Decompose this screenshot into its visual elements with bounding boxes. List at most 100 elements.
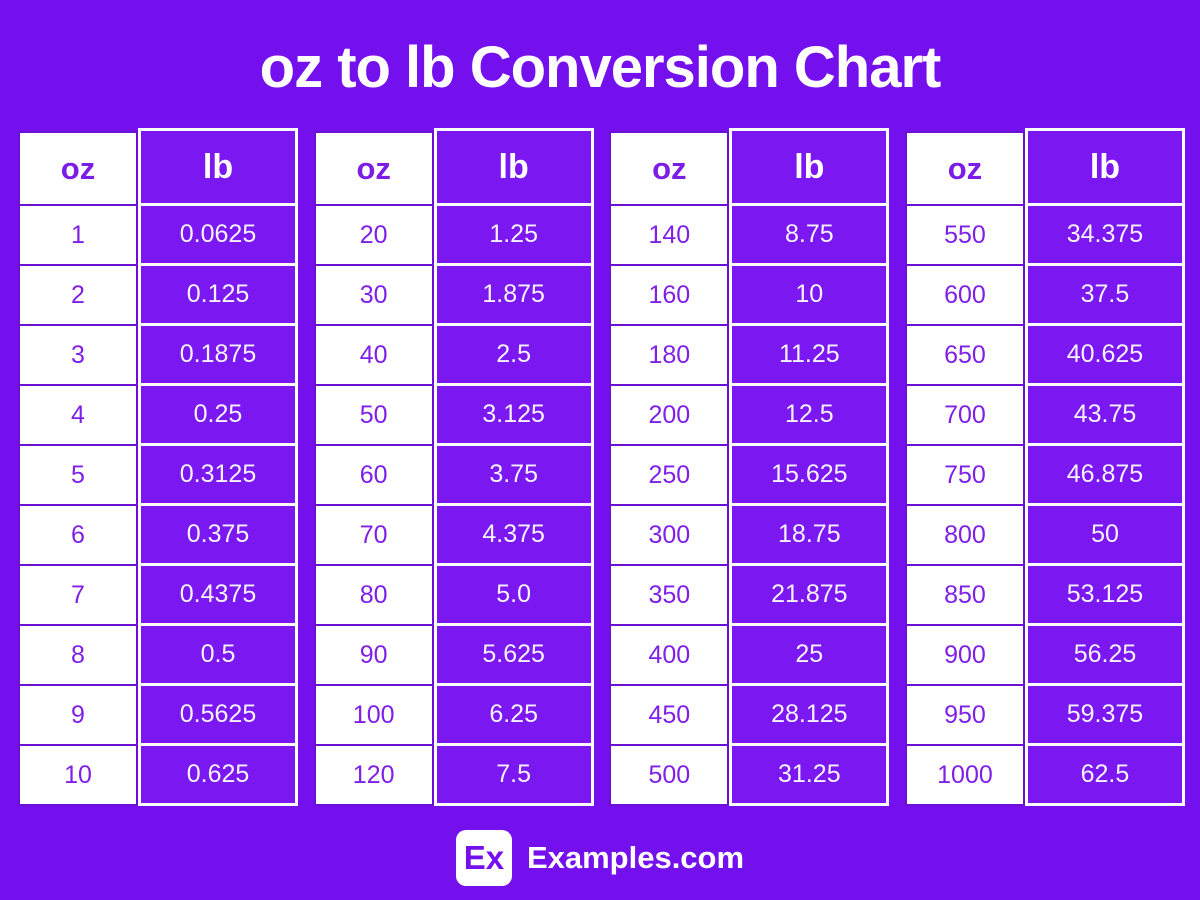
examples-logo-icon: Ex [455,830,512,886]
lb-value-cell: 7.5 [436,746,591,803]
oz-value-cell: 30 [315,266,432,324]
oz-value-cell: 60 [315,446,432,504]
oz-value-cell: 750 [906,446,1023,504]
tables-container: oz 1 2 3 4 5 6 7 8 9 10 lb 0.0625 0.125 0.1875 0.25 0… [18,128,1185,806]
lb-value-cell: 34.375 [1027,206,1182,263]
oz-header: oz [315,133,432,204]
oz-value-cell: 180 [611,326,728,384]
lb-value-cell: 8.75 [732,206,887,263]
conversion-table: oz 550 600 650 700 750 800 850 900 950 1000 lb 34… [904,128,1185,806]
lb-header: lb [1027,131,1182,203]
oz-value-cell: 50 [315,386,432,444]
lb-value-cell: 37.5 [1027,266,1182,323]
oz-value-cell: 550 [906,206,1023,264]
page-title: oz to lb Conversion Chart [259,35,942,100]
lb-column: lb 1.25 1.875 2.5 3.125 3.75 4.375 5.0 5.625 6.2… [433,128,594,806]
oz-column: oz 20 30 40 50 60 70 80 90 100 120 [313,131,434,806]
lb-value-cell: 0.5 [141,626,295,683]
lb-value-cell: 18.75 [732,506,887,563]
oz-header: oz [611,133,728,204]
lb-value-cell: 56.25 [1027,626,1182,683]
lb-value-cell: 46.875 [1027,446,1182,503]
oz-value-cell: 3 [20,326,136,384]
lb-value-cell: 5.0 [436,566,591,623]
lb-value-cell: 15.625 [732,446,887,503]
lb-value-cell: 59.375 [1027,686,1182,743]
lb-value-cell: 4.375 [436,506,591,563]
lb-value-cell: 2.5 [436,326,591,383]
lb-value-cell: 21.875 [732,566,887,623]
oz-value-cell: 6 [20,506,136,564]
oz-value-cell: 9 [20,686,136,744]
oz-value-cell: 450 [611,686,728,744]
oz-value-cell: 4 [20,386,136,444]
oz-value-cell: 900 [906,626,1023,684]
lb-value-cell: 0.1875 [141,326,295,383]
lb-column: lb 0.0625 0.125 0.1875 0.25 0.3125 0.375 0.437… [138,128,298,806]
oz-value-cell: 40 [315,326,432,384]
oz-value-cell: 20 [315,206,432,264]
lb-value-cell: 1.875 [436,266,591,323]
lb-value-cell: 43.75 [1027,386,1182,443]
lb-value-cell: 0.5625 [141,686,295,743]
oz-value-cell: 850 [906,566,1023,624]
oz-value-cell: 650 [906,326,1023,384]
oz-value-cell: 140 [611,206,728,264]
lb-value-cell: 53.125 [1027,566,1182,623]
oz-column: oz 550 600 650 700 750 800 850 900 950 1000 [904,131,1025,806]
oz-value-cell: 500 [611,746,728,804]
oz-column: oz 1 2 3 4 5 6 7 8 9 10 [18,131,138,806]
lb-value-cell: 11.25 [732,326,887,383]
conversion-table: oz 140 160 180 200 250 300 350 400 450 500 lb 8.7… [609,128,890,806]
oz-value-cell: 300 [611,506,728,564]
oz-value-cell: 600 [906,266,1023,324]
lb-value-cell: 0.125 [141,266,295,323]
oz-value-cell: 70 [315,506,432,564]
oz-value-cell: 350 [611,566,728,624]
lb-value-cell: 5.625 [436,626,591,683]
lb-header: lb [141,131,295,203]
lb-value-cell: 40.625 [1027,326,1182,383]
lb-value-cell: 50 [1027,506,1182,563]
lb-column: lb 8.75 10 11.25 12.5 15.625 18.75 21.875 25 28.… [729,128,890,806]
lb-value-cell: 3.125 [436,386,591,443]
oz-value-cell: 7 [20,566,136,624]
oz-value-cell: 1000 [906,746,1023,804]
oz-value-cell: 8 [20,626,136,684]
footer-brand: Ex Examples.com [0,830,1200,886]
lb-value-cell: 12.5 [732,386,887,443]
oz-value-cell: 200 [611,386,728,444]
lb-value-cell: 3.75 [436,446,591,503]
lb-value-cell: 6.25 [436,686,591,743]
oz-value-cell: 120 [315,746,432,804]
lb-value-cell: 28.125 [732,686,887,743]
oz-value-cell: 950 [906,686,1023,744]
lb-header: lb [732,131,887,203]
oz-value-cell: 5 [20,446,136,504]
site-name: Examples.com [526,840,745,875]
lb-value-cell: 0.4375 [141,566,295,623]
oz-header: oz [906,133,1023,204]
oz-value-cell: 2 [20,266,136,324]
lb-value-cell: 0.25 [141,386,295,443]
lb-column: lb 34.375 37.5 40.625 43.75 46.875 50 53.125 56… [1024,128,1185,806]
oz-value-cell: 1 [20,206,136,264]
oz-value-cell: 160 [611,266,728,324]
lb-value-cell: 0.3125 [141,446,295,503]
lb-value-cell: 31.25 [732,746,887,803]
oz-column: oz 140 160 180 200 250 300 350 400 450 500 [609,131,730,806]
lb-value-cell: 25 [732,626,887,683]
lb-value-cell: 10 [732,266,887,323]
oz-value-cell: 90 [315,626,432,684]
logo-text: Ex [463,839,505,876]
oz-value-cell: 10 [20,746,136,804]
lb-value-cell: 0.0625 [141,206,295,263]
lb-header: lb [436,131,591,203]
lb-value-cell: 0.625 [141,746,295,803]
lb-value-cell: 1.25 [436,206,591,263]
oz-value-cell: 700 [906,386,1023,444]
oz-value-cell: 100 [315,686,432,744]
oz-value-cell: 250 [611,446,728,504]
lb-value-cell: 0.375 [141,506,295,563]
conversion-table: oz 1 2 3 4 5 6 7 8 9 10 lb 0.0625 0.125 0.1875 0.25 0… [18,128,298,806]
